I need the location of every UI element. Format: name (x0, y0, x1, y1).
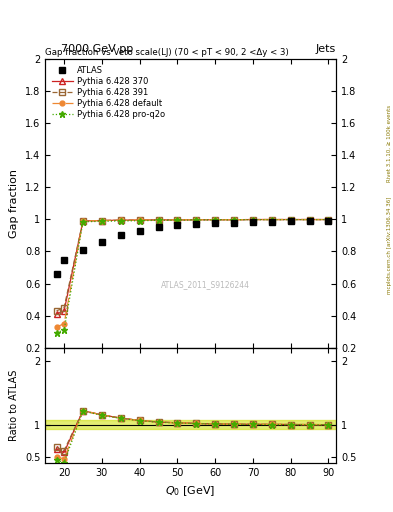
Pythia 6.428 391 (99, 218, 104, 224)
Pythia 6.428 pro-q2o (99, 218, 104, 224)
Pythia 6.428 default (251, 217, 255, 223)
Pythia 6.428 default (99, 218, 104, 224)
Pythia 6.428 391 (326, 217, 331, 223)
Pythia 6.428 pro-q2o (118, 218, 123, 224)
Pythia 6.428 370 (81, 218, 85, 224)
Pythia 6.428 370 (137, 217, 142, 223)
Pythia 6.428 default (62, 321, 66, 327)
ATLAS (99, 239, 104, 245)
Pythia 6.428 391 (156, 217, 161, 223)
Pythia 6.428 default (213, 217, 217, 223)
Pythia 6.428 pro-q2o (175, 217, 180, 223)
Pythia 6.428 370 (232, 217, 237, 223)
Legend: ATLAS, Pythia 6.428 370, Pythia 6.428 391, Pythia 6.428 default, Pythia 6.428 pr: ATLAS, Pythia 6.428 370, Pythia 6.428 39… (48, 62, 168, 122)
Line: ATLAS: ATLAS (54, 218, 331, 277)
Y-axis label: Ratio to ATLAS: Ratio to ATLAS (9, 370, 19, 441)
ATLAS (118, 232, 123, 239)
ATLAS (156, 224, 161, 230)
X-axis label: $Q_0$ [GeV]: $Q_0$ [GeV] (165, 484, 216, 498)
Pythia 6.428 pro-q2o (270, 217, 274, 223)
ATLAS (81, 247, 85, 253)
Pythia 6.428 pro-q2o (232, 217, 237, 223)
ATLAS (62, 257, 66, 263)
Pythia 6.428 391 (270, 217, 274, 223)
Pythia 6.428 391 (288, 217, 293, 223)
Pythia 6.428 391 (213, 217, 217, 223)
Pythia 6.428 default (156, 217, 161, 223)
Pythia 6.428 pro-q2o (307, 217, 312, 223)
Pythia 6.428 default (194, 217, 198, 223)
Text: 7000 GeV pp: 7000 GeV pp (61, 44, 133, 54)
ATLAS (270, 219, 274, 225)
Text: mcplots.cern.ch [arXiv:1306.34 36]: mcplots.cern.ch [arXiv:1306.34 36] (387, 197, 392, 294)
Pythia 6.428 pro-q2o (194, 217, 198, 223)
Pythia 6.428 370 (99, 218, 104, 224)
Pythia 6.428 pro-q2o (326, 217, 331, 223)
ATLAS (288, 218, 293, 224)
Pythia 6.428 391 (232, 217, 237, 223)
Pythia 6.428 default (118, 217, 123, 223)
Text: Rivet 3.1.10, ≥ 100k events: Rivet 3.1.10, ≥ 100k events (387, 105, 392, 182)
Pythia 6.428 370 (194, 217, 198, 223)
Pythia 6.428 391 (62, 305, 66, 311)
Pythia 6.428 pro-q2o (81, 219, 85, 225)
Pythia 6.428 default (175, 217, 180, 223)
Pythia 6.428 370 (54, 311, 59, 317)
Pythia 6.428 pro-q2o (213, 217, 217, 223)
Text: ATLAS_2011_S9126244: ATLAS_2011_S9126244 (161, 280, 250, 289)
Pythia 6.428 default (288, 217, 293, 223)
Pythia 6.428 default (326, 217, 331, 223)
Pythia 6.428 pro-q2o (156, 217, 161, 223)
Pythia 6.428 370 (156, 217, 161, 223)
Pythia 6.428 391 (175, 217, 180, 223)
Pythia 6.428 default (137, 217, 142, 223)
Line: Pythia 6.428 370: Pythia 6.428 370 (54, 217, 331, 317)
Line: Pythia 6.428 pro-q2o: Pythia 6.428 pro-q2o (53, 216, 332, 336)
ATLAS (137, 227, 142, 233)
Pythia 6.428 370 (307, 217, 312, 223)
Pythia 6.428 default (81, 218, 85, 224)
Pythia 6.428 pro-q2o (137, 218, 142, 224)
ATLAS (232, 220, 237, 226)
Pythia 6.428 pro-q2o (54, 330, 59, 336)
ATLAS (194, 221, 198, 227)
Pythia 6.428 default (307, 217, 312, 223)
Pythia 6.428 370 (62, 308, 66, 314)
Text: Gap fraction vs Veto scale(LJ) (70 < pT < 90, 2 <Δy < 3): Gap fraction vs Veto scale(LJ) (70 < pT … (45, 48, 289, 57)
Pythia 6.428 default (54, 324, 59, 330)
Pythia 6.428 pro-q2o (251, 217, 255, 223)
Pythia 6.428 370 (213, 217, 217, 223)
Pythia 6.428 370 (175, 217, 180, 223)
Pythia 6.428 391 (54, 308, 59, 314)
Pythia 6.428 370 (118, 217, 123, 223)
Pythia 6.428 391 (307, 217, 312, 223)
Pythia 6.428 391 (81, 218, 85, 224)
Pythia 6.428 370 (288, 217, 293, 223)
Pythia 6.428 391 (137, 217, 142, 223)
Pythia 6.428 370 (270, 217, 274, 223)
Pythia 6.428 default (270, 217, 274, 223)
Y-axis label: Gap fraction: Gap fraction (9, 169, 19, 238)
Pythia 6.428 391 (118, 217, 123, 223)
Pythia 6.428 370 (251, 217, 255, 223)
Pythia 6.428 pro-q2o (288, 217, 293, 223)
Text: Jets: Jets (316, 44, 336, 54)
Line: Pythia 6.428 391: Pythia 6.428 391 (54, 217, 331, 314)
Pythia 6.428 391 (251, 217, 255, 223)
Bar (45, 420, 336, 430)
Pythia 6.428 default (232, 217, 237, 223)
ATLAS (307, 218, 312, 224)
Pythia 6.428 370 (326, 217, 331, 223)
ATLAS (326, 218, 331, 224)
Pythia 6.428 pro-q2o (62, 327, 66, 333)
ATLAS (54, 271, 59, 277)
Pythia 6.428 391 (194, 217, 198, 223)
ATLAS (213, 220, 217, 226)
ATLAS (175, 222, 180, 228)
Line: Pythia 6.428 default: Pythia 6.428 default (54, 217, 331, 329)
ATLAS (251, 219, 255, 225)
